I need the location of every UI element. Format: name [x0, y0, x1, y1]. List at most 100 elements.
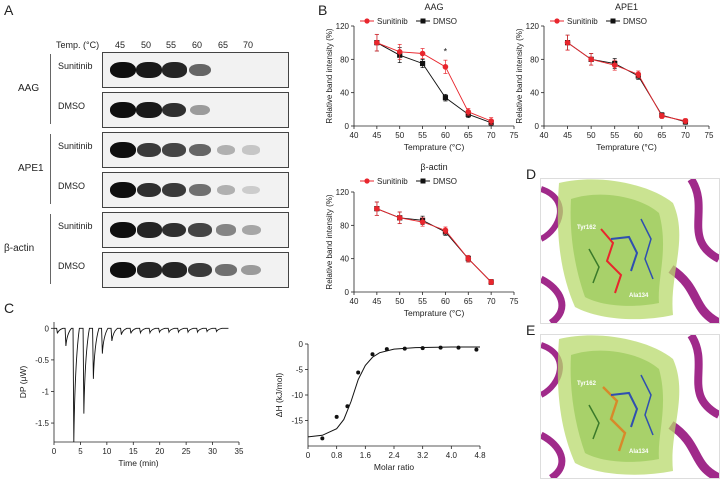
protein-band: [110, 142, 136, 158]
protein-band: [215, 263, 237, 277]
x-tick-label: 5: [78, 447, 83, 456]
y-tick-label: 0: [45, 324, 50, 333]
blot-row-label: Sunitinib: [58, 141, 93, 151]
protein-band: [215, 224, 237, 236]
data-point: [370, 352, 375, 357]
blot-row-label: DMSO: [58, 261, 85, 271]
blot-strip: [102, 252, 289, 288]
x-tick-label: 60: [634, 131, 643, 140]
data-point: [374, 205, 380, 212]
x-tick-label: 65: [464, 131, 473, 140]
x-tick-label: 2.4: [388, 451, 400, 460]
legend-marker: [554, 18, 560, 24]
data-point: [474, 347, 479, 352]
data-point: [419, 60, 426, 67]
data-point: [465, 109, 472, 115]
temperature-tick: 70: [243, 40, 254, 50]
protein-band: [110, 102, 136, 118]
x-tick-label: 65: [657, 131, 666, 140]
series-line: [376, 42, 492, 122]
y-axis-label: ΔH (kJ/mol): [274, 373, 284, 418]
x-tick-label: 1.6: [360, 451, 372, 460]
data-point: [465, 255, 472, 262]
data-point: [659, 113, 665, 119]
legend-label: DMSO: [433, 17, 457, 26]
y-tick-label: 40: [530, 89, 539, 98]
thermogram-trace: [54, 327, 229, 443]
group-brace: [50, 134, 51, 204]
x-tick-label: 50: [587, 131, 596, 140]
protein-band: [136, 222, 162, 238]
protein-band: [137, 142, 161, 158]
data-point: [384, 347, 389, 352]
y-tick-label: 0: [535, 122, 540, 131]
blot-row-label: DMSO: [58, 181, 85, 191]
legend-marker: [364, 178, 370, 184]
residue-label-tyr162: Tyr162: [577, 225, 596, 231]
protein-band: [188, 223, 212, 237]
blot-strip: [102, 172, 289, 208]
data-point: [419, 50, 426, 57]
temperature-tick: 45: [115, 40, 126, 50]
blot-strip: [102, 212, 289, 248]
blot-row-label: Sunitinib: [58, 221, 93, 231]
y-tick-label: 80: [340, 221, 349, 230]
blot-group-label: APE1: [18, 163, 44, 174]
y-tick-label: -15: [291, 417, 303, 426]
docking-structure-d: Tyr162 Ala134: [540, 178, 720, 324]
y-axis-label: Relative band intensity (%): [515, 28, 524, 123]
protein-band: [216, 145, 236, 155]
series-line: [376, 208, 492, 283]
data-point: [396, 215, 403, 221]
temperature-label: Temp. (°C): [56, 40, 100, 50]
protein-band: [136, 262, 162, 278]
x-tick-label: 50: [395, 131, 404, 140]
x-tick-label: 40: [350, 297, 359, 306]
temperature-tick: 50: [141, 40, 152, 50]
panel-label-d: D: [526, 166, 537, 182]
protein-band: [161, 262, 187, 278]
x-tick-label: 75: [510, 297, 519, 306]
temperature-tick: 60: [192, 40, 203, 50]
x-tick-label: 25: [182, 447, 191, 456]
x-tick-label: 70: [487, 131, 496, 140]
y-tick-label: -1: [42, 387, 50, 396]
x-axis-label: Temprature (°C): [404, 142, 465, 152]
protein-band: [110, 222, 136, 238]
x-tick-label: 45: [372, 297, 381, 306]
data-point: [396, 49, 403, 55]
blot-row-label: Sunitinib: [58, 61, 93, 71]
series-line: [567, 42, 686, 123]
x-tick-label: 75: [510, 131, 519, 140]
data-point: [334, 414, 339, 419]
x-tick-label: 60: [441, 297, 450, 306]
data-point: [420, 346, 425, 351]
x-tick-label: 55: [418, 131, 427, 140]
blot-row-label: DMSO: [58, 101, 85, 111]
x-tick-label: 40: [350, 131, 359, 140]
data-point: [374, 39, 380, 46]
residue-label-ala134: Ala134: [629, 293, 649, 299]
y-axis-label: DP (μW): [18, 366, 28, 399]
x-tick-label: 60: [441, 131, 450, 140]
legend-marker: [420, 18, 426, 24]
legend-marker: [610, 18, 616, 24]
blot-strip: [102, 92, 289, 128]
itc-binding-isotherm: 0 -5 -10 -15 0 0.8 1.6 2.4 3.2 4.0 4.8 Molar ratio Δ…: [274, 340, 486, 472]
x-tick-label: 20: [155, 447, 164, 456]
y-tick-label: 0: [345, 288, 350, 297]
x-tick-label: 35: [235, 447, 244, 456]
protein-band: [189, 183, 211, 197]
protein-band: [241, 224, 261, 236]
temperature-tick: 65: [218, 40, 229, 50]
data-point: [488, 279, 494, 285]
legend-label: Sunitinib: [377, 17, 408, 26]
x-tick-label: 30: [208, 447, 217, 456]
protein-band: [161, 102, 187, 118]
protein-band: [136, 102, 162, 118]
temperature-tick: 55: [166, 40, 177, 50]
panel-label-a: A: [4, 2, 14, 18]
data-point: [345, 404, 350, 409]
x-tick-label: 3.2: [417, 451, 429, 460]
